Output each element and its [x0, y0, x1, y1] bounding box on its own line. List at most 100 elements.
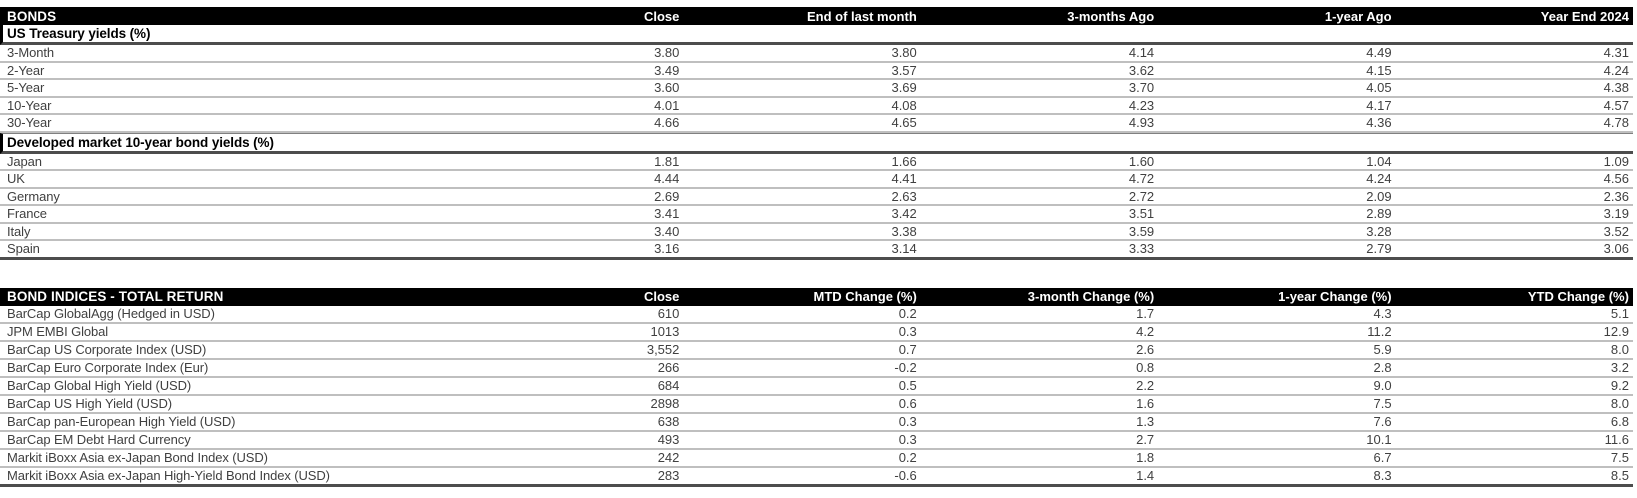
value-cell: 3.80 [654, 45, 680, 61]
value-cell: 4.57 [1603, 97, 1629, 113]
value-cell: 283 [657, 468, 680, 483]
value-cell: 3.2 [1610, 360, 1629, 375]
row-label: Spain [7, 241, 40, 257]
value-cell: 2.2 [1136, 378, 1155, 393]
row-label: 2-Year [7, 62, 45, 78]
value-cell: 10.1 [1366, 432, 1392, 447]
value-cell: 11.2 [1367, 324, 1392, 339]
table-row: Italy 3.40 3.38 3.59 3.28 3.52 [0, 223, 1633, 241]
row-label: BarCap EM Debt Hard Currency [7, 432, 191, 447]
value-cell: 3.16 [654, 241, 680, 257]
value-cell: 5.1 [1610, 306, 1629, 321]
value-cell: 7.6 [1373, 414, 1392, 429]
row-label: JPM EMBI Global [7, 324, 109, 339]
column-header: Close [643, 8, 680, 24]
value-cell: 3.41 [654, 206, 680, 222]
value-cell: 2898 [650, 396, 680, 411]
value-cell: 3.33 [1128, 241, 1155, 257]
bond-indices-table-body: BarCap GlobalAgg (Hedged in USD) 610 0.2 1.… [0, 305, 1633, 487]
value-cell: 3.62 [1128, 62, 1155, 78]
column-header: 3-month Change (%) [1027, 289, 1155, 304]
value-cell: 3.06 [1603, 241, 1629, 257]
table-row: 30-Year 4.66 4.65 4.93 4.36 4.78 [0, 115, 1633, 133]
table-row: 2-Year 3.49 3.57 3.62 4.15 4.24 [0, 62, 1633, 80]
table-row: BarCap Global High Yield (USD) 684 0.5 2.2 9… [0, 377, 1633, 396]
bonds-table-body: US Treasury yields (%) 3-Month 3.80 3.80 4.1… [0, 25, 1633, 260]
value-cell: 2.8 [1373, 360, 1392, 375]
value-cell: 4.08 [891, 97, 917, 113]
value-cell: 0.7 [898, 342, 917, 357]
value-cell: 3.60 [654, 80, 680, 96]
row-label: Markit iBoxx Asia ex-Japan Bond Index (U… [7, 450, 268, 465]
value-cell: 2.6 [1136, 342, 1155, 357]
table-row: Japan 1.81 1.66 1.60 1.04 1.09 [0, 153, 1633, 171]
table-row: BarCap EM Debt Hard Currency 493 0.3 2.7 10.… [0, 431, 1633, 450]
value-cell: 4.05 [1366, 80, 1392, 96]
value-cell: 8.0 [1610, 396, 1629, 411]
value-cell: 4.41 [891, 171, 917, 187]
table-row: 5-Year 3.60 3.69 3.70 4.05 4.38 [0, 80, 1633, 98]
column-header: 1-year Change (%) [1278, 289, 1392, 304]
row-label: BarCap pan-European High Yield (USD) [7, 414, 236, 429]
value-cell: 3.49 [654, 62, 680, 78]
value-cell: 3.14 [891, 241, 917, 257]
table-row: Markit iBoxx Asia ex-Japan High-Yield Bo… [0, 467, 1633, 487]
value-cell: 4.17 [1366, 97, 1392, 113]
row-label: Italy [7, 223, 31, 239]
column-header: Year End 2024 [1540, 8, 1629, 24]
column-header: YTD Change (%) [1527, 289, 1629, 304]
value-cell: 3.40 [654, 223, 680, 239]
value-cell: 1013 [650, 324, 680, 339]
row-label: BarCap Euro Corporate Index (Eur) [7, 360, 209, 375]
table-row: JPM EMBI Global 1013 0.3 4.2 11.2 12.9 [0, 323, 1633, 342]
row-label: Germany [7, 188, 60, 204]
section-header-row: US Treasury yields (%) [0, 25, 1633, 45]
value-cell: 4.23 [1128, 97, 1155, 113]
value-cell: 684 [657, 378, 680, 393]
value-cell: 8.3 [1373, 468, 1392, 483]
value-cell: 2.79 [1366, 241, 1392, 257]
value-cell: 1.60 [1128, 153, 1155, 169]
value-cell: 4.14 [1128, 45, 1155, 61]
value-cell: 4.3 [1373, 306, 1392, 321]
value-cell: 0.3 [898, 432, 917, 447]
bonds-yields-table: BONDS Close End of last month 3-months Ago 1… [0, 7, 1633, 260]
table-row: BarCap US High Yield (USD) 2898 0.6 1.6 7.5 8… [0, 395, 1633, 414]
value-cell: 3.59 [1128, 223, 1155, 239]
section-title: Developed market 10-year bond yields (%) [7, 134, 274, 150]
value-cell: 3.57 [891, 62, 917, 78]
row-label: France [7, 206, 47, 222]
column-header: End of last month [807, 8, 917, 24]
section-title: US Treasury yields (%) [7, 26, 151, 41]
value-cell: 3.70 [1128, 80, 1155, 96]
table-row: Spain 3.16 3.14 3.33 2.79 3.06 [0, 241, 1633, 260]
value-cell: 0.5 [898, 378, 917, 393]
value-cell: 4.01 [654, 97, 680, 113]
value-cell: 12.9 [1603, 324, 1629, 339]
column-header: 3-months Ago [1067, 8, 1155, 24]
value-cell: 5.9 [1373, 342, 1392, 357]
value-cell: 3.42 [891, 206, 917, 222]
value-cell: 0.6 [898, 396, 917, 411]
row-label: 10-Year [7, 97, 52, 113]
value-cell: 7.5 [1610, 450, 1629, 465]
value-cell: 1.4 [1136, 468, 1155, 483]
value-cell: 0.2 [898, 306, 917, 321]
value-cell: 4.93 [1128, 115, 1155, 131]
value-cell: 2.89 [1366, 206, 1392, 222]
column-header: MTD Change (%) [813, 289, 917, 304]
row-label: 3-Month [7, 45, 54, 61]
value-cell: 2.63 [891, 188, 917, 204]
row-label: Markit iBoxx Asia ex-Japan High-Yield Bo… [7, 468, 330, 483]
value-cell: 1.7 [1136, 306, 1155, 321]
row-label: BarCap Global High Yield (USD) [7, 378, 192, 393]
table-row: Markit iBoxx Asia ex-Japan Bond Index (U… [0, 449, 1633, 468]
value-cell: 1.04 [1366, 153, 1392, 169]
section-header-row: Developed market 10-year bond yields (%) [0, 132, 1633, 154]
row-label: BarCap US Corporate Index (USD) [7, 342, 207, 357]
row-label: UK [7, 171, 25, 187]
value-cell: 1.09 [1603, 153, 1629, 169]
value-cell: 610 [657, 306, 680, 321]
value-cell: 9.0 [1373, 378, 1392, 393]
value-cell: 4.65 [891, 115, 917, 131]
